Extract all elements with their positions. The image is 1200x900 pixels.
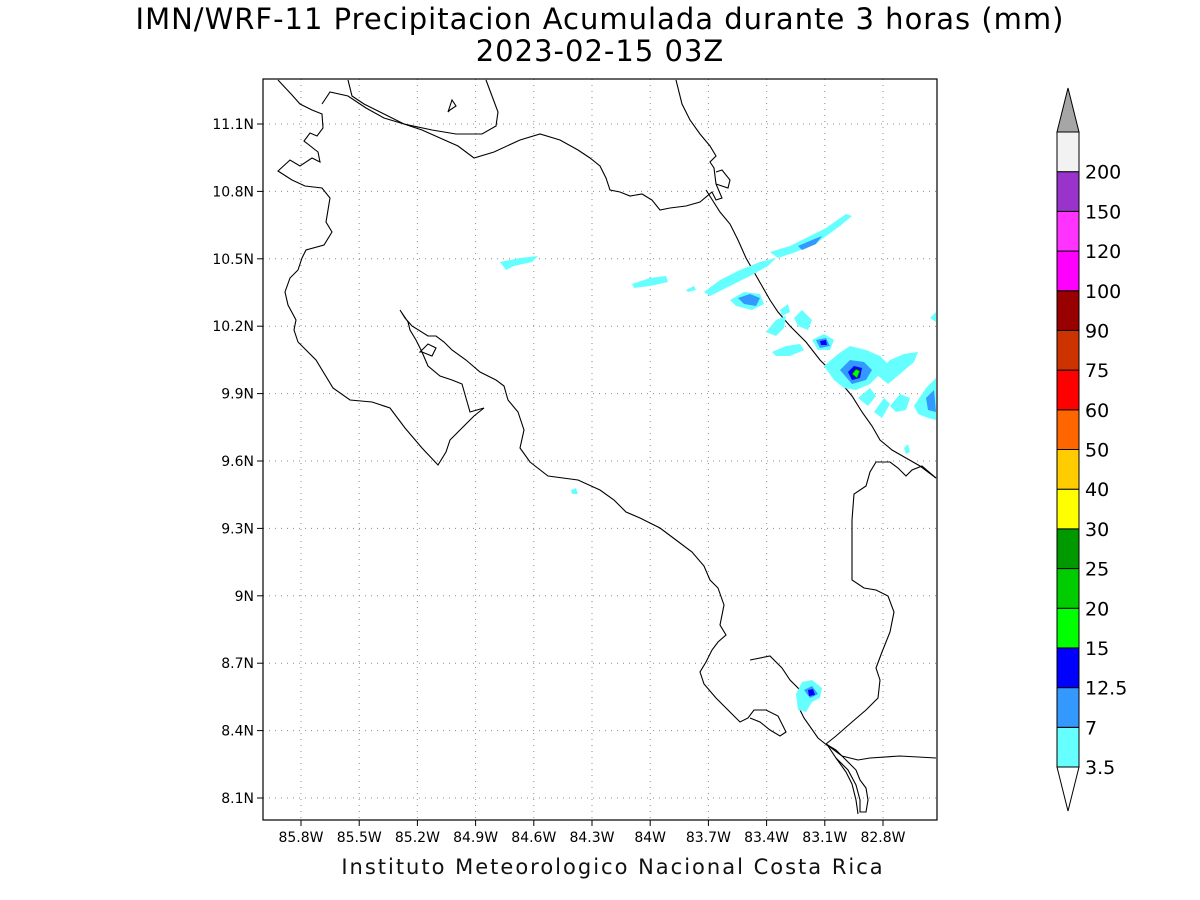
coastline-northwest [277,79,497,466]
colorbar-swatch [1056,369,1080,411]
colorbar-swatch [1056,607,1080,649]
border-panama [835,757,859,815]
map-title: IMN/WRF-11 Precipitacion Acumulada duran… [135,2,1065,36]
colorbar-level-label: 12.5 [1085,678,1127,700]
precip-cell [794,310,812,330]
colorbar-level-label: 15 [1085,638,1109,660]
colorbar-swatch [1056,131,1080,173]
colorbar-level-label: 25 [1085,559,1109,581]
precip-cell [770,214,852,258]
lake-nicaragua-shore [347,79,499,135]
precip-cell [930,312,936,322]
nicoya-gulf-island [418,343,437,357]
lat-tick-label: 9.3N [221,521,254,537]
coastline-golfito [825,461,937,745]
colorbar-level-label: 150 [1085,201,1121,223]
lagoon-north [715,169,731,189]
precip-cell-peak [851,368,861,379]
coastline-caribbean [705,189,937,479]
colorbar-level-label: 50 [1085,440,1109,462]
colorbar-level-label: 90 [1085,320,1109,342]
lon-tick-label: 83.7W [686,830,731,846]
lat-tick-label: 8.1N [221,791,254,807]
precip-cell [876,352,918,384]
precip-cell [780,304,790,316]
precip-cell [738,294,760,306]
colorbar-swatch [1056,171,1080,212]
colorbar-level-label: 30 [1085,519,1109,541]
lat-tick-label: 9.9N [221,387,254,403]
precipitation-field [500,214,936,712]
lat-tick-label: 11.1N [212,117,254,133]
colorbar-swatch [1056,210,1080,252]
precip-cell [571,488,578,494]
map-gridlines: 85.8W 85.5W 85.2W 84.9W 84.6W 84.3W 84W 83.7W 83… [212,79,937,846]
colorbar-level-label: 75 [1085,360,1109,382]
colorbar-swatch [1056,290,1080,331]
precip-cell [798,236,822,250]
lat-tick-label: 8.7N [221,656,254,672]
lat-tick-label: 10.2N [212,319,254,335]
lon-tick-label: 84.3W [569,830,614,846]
lon-tick-label: 85.8W [278,830,323,846]
precip-cell [686,286,696,292]
precip-cell [704,258,776,296]
coastline-osa-peninsula [749,655,869,813]
colorbar-level-label: 120 [1085,241,1121,263]
colorbar-level-label: 3.5 [1085,757,1115,779]
colorbar-level-label: 20 [1085,598,1109,620]
lake-island [447,98,457,113]
lat-tick-label: 9N [235,589,254,605]
lat-tick-label: 10.5N [212,252,254,268]
colorbar-arrow-bottom [1056,766,1080,812]
colorbar-arrow-top [1056,87,1080,133]
colorbar-swatch [1056,488,1080,530]
lon-tick-label: 83.4W [744,830,789,846]
colorbar-swatch [1056,568,1080,609]
precip-cell [858,388,876,406]
precip-cell [890,394,910,412]
colorbar-level-label: 200 [1085,162,1121,184]
colorbar-swatch [1056,528,1080,570]
lon-tick-label: 85.5W [337,830,382,846]
colorbar-legend: 3.5 7 12.5 15 20 25 30 40 50 60 75 90 100 120 150 200 [1056,87,1127,812]
lon-tick-label: 83.1W [802,830,847,846]
colorbar-swatch [1056,250,1080,292]
colorbar-swatch [1056,687,1080,728]
footer-credit: Instituto Meteorologico Nacional Costa R… [341,855,885,879]
colorbar-swatch [1056,647,1080,689]
colorbar-level-label: 40 [1085,479,1109,501]
colorbar-level-label: 100 [1085,281,1121,303]
colorbar-level-label: 60 [1085,400,1109,422]
colorbar-level-label: 7 [1085,717,1097,739]
precip-cell [808,689,815,696]
colorbar-swatch [1056,409,1080,450]
coastlines [277,79,937,815]
lon-tick-label: 82.8W [860,830,905,846]
lon-tick-label: 85.2W [395,830,440,846]
colorbar-swatch [1056,329,1080,371]
precip-cell [632,276,668,288]
lon-tick-label: 84.6W [511,830,556,846]
colorbar-swatch [1056,449,1080,490]
precip-cell [772,344,804,356]
lat-tick-label: 8.4N [221,724,254,740]
lon-tick-label: 84W [634,830,666,846]
coastline-pacific-south [825,743,937,761]
precip-cell [874,398,890,418]
border-nicaragua [321,79,723,211]
coastline-pacific-central [495,379,787,737]
precip-cell [766,316,786,336]
precip-cell [500,256,538,270]
lon-tick-label: 84.9W [453,830,498,846]
precip-cell [926,390,936,412]
precip-cell [904,444,910,454]
lat-tick-label: 10.8N [212,184,254,200]
map-frame [262,78,938,821]
precip-cell [820,340,827,345]
lat-tick-label: 9.6N [221,454,254,470]
map-subtitle-date: 2023-02-15 03Z [475,34,725,68]
colorbar-swatch [1056,726,1080,768]
